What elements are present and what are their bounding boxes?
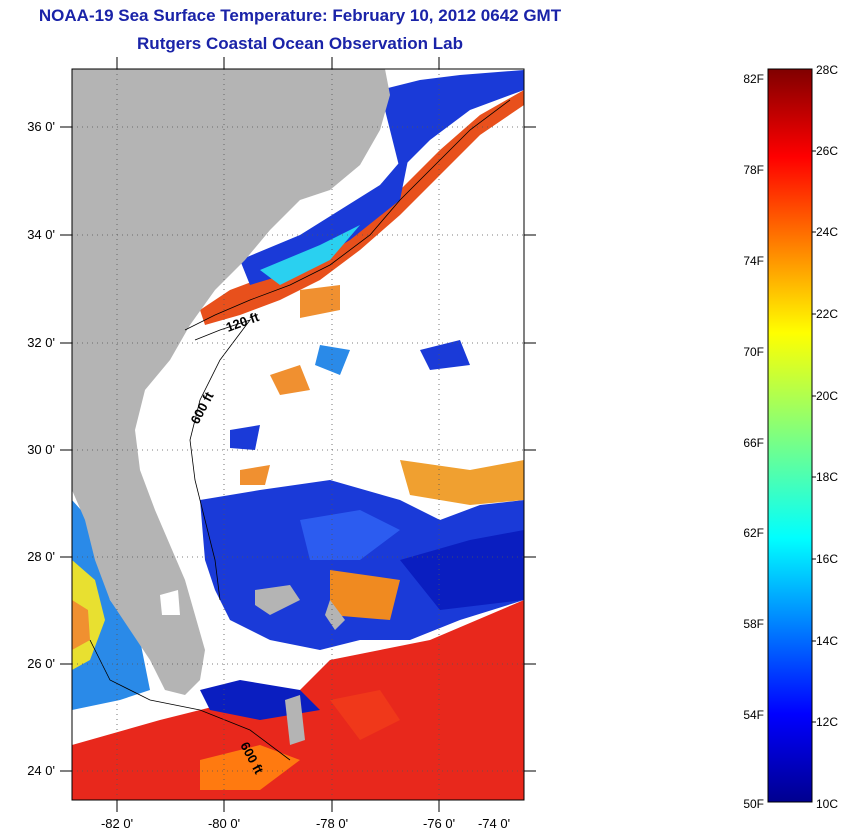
f-label: 74F (743, 254, 764, 268)
isobath-600ft (189, 319, 252, 601)
c-label: 10C (816, 797, 838, 811)
c-label: 18C (816, 470, 838, 484)
lat-label: 36 0' (27, 119, 55, 134)
lat-label: 30 0' (27, 442, 55, 457)
f-label: 50F (743, 797, 764, 811)
gulf-stream (200, 90, 524, 325)
c-label: 22C (816, 307, 838, 321)
land-mass (72, 69, 390, 695)
lat-label: 24 0' (27, 763, 55, 778)
f-label: 54F (743, 708, 764, 722)
celsius-scale: 28C 26C 24C 22C 20C 18C 16C 14C 12C 10C (816, 63, 838, 811)
lon-label: -76 0' (423, 816, 455, 831)
axis-ticks (60, 57, 536, 812)
c-label: 16C (816, 552, 838, 566)
f-label: 58F (743, 617, 764, 631)
colorbar-gradient (767, 68, 813, 803)
c-label: 12C (816, 715, 838, 729)
sst-map (72, 69, 524, 800)
lat-label: 28 0' (27, 549, 55, 564)
c-label: 14C (816, 634, 838, 648)
c-label: 20C (816, 389, 838, 403)
map-title: NOAA-19 Sea Surface Temperature: Februar… (38, 6, 562, 25)
lat-label: 26 0' (27, 656, 55, 671)
lat-label: 34 0' (27, 227, 55, 242)
graticule (72, 69, 524, 800)
c-label: 24C (816, 225, 838, 239)
c-label: 26C (816, 144, 838, 158)
colorbar: 82F 78F 74F 70F 66F 62F 58F 54F 50F 28C … (743, 63, 838, 811)
f-label: 78F (743, 163, 764, 177)
lat-label: 32 0' (27, 335, 55, 350)
fahrenheit-scale: 82F 78F 74F 70F 66F 62F 58F 54F 50F (743, 72, 764, 811)
c-label: 28C (816, 63, 838, 77)
f-label: 70F (743, 345, 764, 359)
map-subtitle: Rutgers Coastal Ocean Observation Lab (137, 34, 463, 53)
map-frame (71, 68, 525, 801)
lon-label: -74 0' (478, 816, 510, 831)
lon-label: -82 0' (101, 816, 133, 831)
f-label: 62F (743, 526, 764, 540)
lon-label: -80 0' (208, 816, 240, 831)
f-label: 82F (743, 72, 764, 86)
lon-label: -78 0' (316, 816, 348, 831)
f-label: 66F (743, 436, 764, 450)
isobath-120ft (184, 99, 511, 331)
bahamas (255, 585, 300, 615)
